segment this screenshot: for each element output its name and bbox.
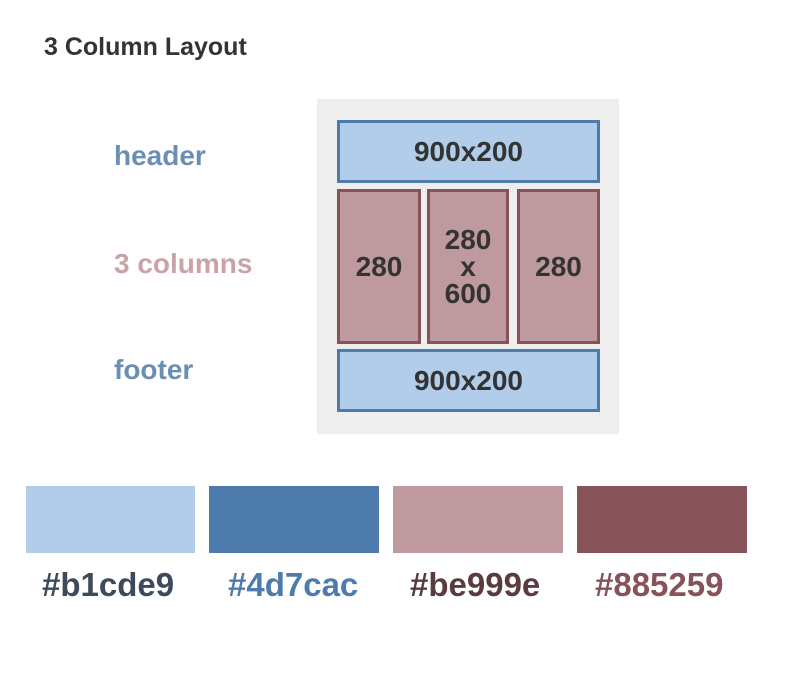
color-swatch-maroon [577,486,747,553]
diagram-left-column: 280 [337,189,421,344]
footer-label: footer [114,354,194,385]
color-code-maroon: #885259 [595,566,724,603]
color-code-light-blue: #b1cde9 [42,566,175,603]
diagram-header-box: 900x200 [337,120,600,183]
center-column-line-1: 280 [444,224,492,255]
columns-label: 3 columns [114,248,253,279]
color-swatch-rose [393,486,563,553]
layout-diagram: 900x200 280 280 x 600 280 900x200 [317,99,619,434]
color-swatch-light-blue [26,486,195,553]
center-column-line-2: x [460,251,476,282]
diagram-right-column: 280 [517,189,600,344]
color-code-rose: #be999e [410,566,541,603]
diagram-center-column: 280 x 600 [427,189,509,344]
diagram-footer-box: 900x200 [337,349,600,412]
page-title: 3 Column Layout [44,33,247,61]
color-code-blue: #4d7cac [228,566,359,603]
header-label: header [114,140,206,171]
center-column-line-3: 600 [444,278,492,309]
color-swatch-blue [209,486,379,553]
